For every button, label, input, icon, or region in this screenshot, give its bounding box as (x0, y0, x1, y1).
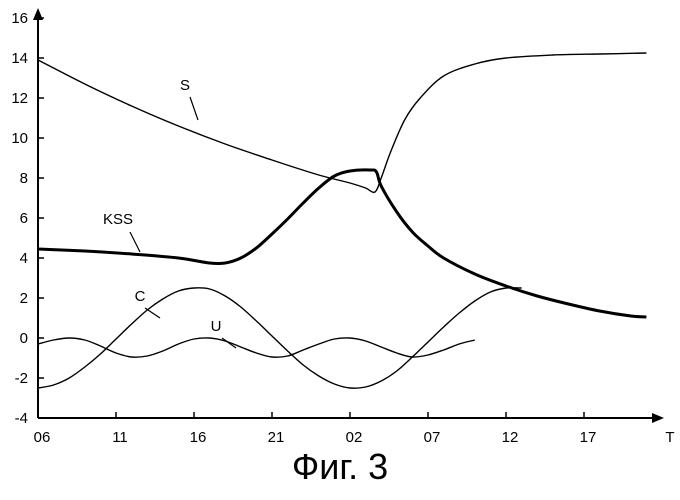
series-line-u (38, 338, 475, 357)
x-tick-label: 11 (112, 429, 128, 446)
series-line-c (38, 288, 522, 389)
leader-line-s (190, 97, 198, 120)
leader-line-c (145, 308, 160, 318)
x-axis (38, 413, 664, 423)
series-label-s: S (180, 77, 190, 94)
series-label-u: U (211, 318, 222, 335)
x-tick-label: 16 (190, 429, 207, 446)
y-tick-label: 10 (11, 130, 28, 147)
y-ticks: 16 14 12 10 8 6 4 2 0 -2 -4 (11, 10, 44, 427)
y-tick-label: 2 (20, 290, 28, 307)
y-tick-label: 8 (20, 170, 28, 187)
y-tick-label: 14 (11, 50, 28, 67)
y-tick-label: 4 (20, 250, 28, 267)
series-label-kss: KSS (103, 211, 133, 228)
y-tick-label: 6 (20, 210, 28, 227)
x-tick-label: 21 (268, 429, 285, 446)
leader-line-kss (130, 232, 140, 252)
series-label-c: C (135, 288, 146, 305)
y-axis (33, 8, 43, 418)
x-axis-arrow (652, 413, 664, 423)
y-tick-label: -4 (15, 410, 28, 427)
y-tick-label: 0 (20, 330, 28, 347)
x-tick-label: 07 (424, 429, 441, 446)
x-tick-label: 12 (502, 429, 519, 446)
y-tick-label: 16 (11, 10, 28, 27)
y-tick-label: -2 (15, 370, 28, 387)
series-line-kss (38, 170, 646, 317)
leader-line-u (222, 338, 236, 348)
x-tick-label: 06 (34, 429, 51, 446)
figure-caption: Фиг. 3 (0, 446, 680, 488)
series-labels: S KSS C U (103, 77, 236, 348)
x-tick-label: 17 (580, 429, 597, 446)
x-tick-label: 02 (346, 429, 363, 446)
y-tick-label: 12 (11, 90, 28, 107)
x-axis-label: T (665, 429, 674, 446)
